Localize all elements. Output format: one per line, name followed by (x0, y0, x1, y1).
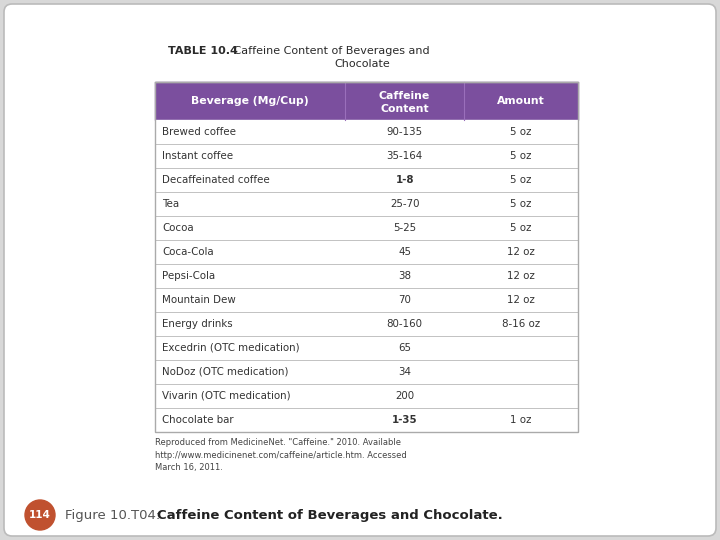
Bar (155, 384, 578, 408)
Text: 90-135: 90-135 (387, 127, 423, 137)
Text: Energy drinks: Energy drinks (162, 319, 233, 329)
Text: TABLE 10.4: TABLE 10.4 (168, 46, 238, 56)
Text: Coca-Cola: Coca-Cola (162, 247, 214, 257)
Text: 12 oz: 12 oz (507, 247, 535, 257)
FancyBboxPatch shape (4, 4, 716, 536)
Text: Reproduced from MedicineNet. "Caffeine." 2010. Available
http://www.medicinenet.: Reproduced from MedicineNet. "Caffeine."… (155, 438, 407, 472)
Text: 65: 65 (398, 343, 411, 353)
Text: 38: 38 (398, 271, 411, 281)
Text: 25-70: 25-70 (390, 199, 419, 209)
Text: Vivarin (OTC medication): Vivarin (OTC medication) (162, 391, 291, 401)
Bar (155, 240, 578, 264)
Bar (155, 82, 578, 120)
Text: Tea: Tea (162, 199, 179, 209)
Bar (155, 408, 578, 432)
Bar (155, 120, 578, 144)
Bar (155, 264, 578, 288)
Text: 114: 114 (29, 510, 51, 520)
Text: Chocolate bar: Chocolate bar (162, 415, 233, 425)
Text: 12 oz: 12 oz (507, 271, 535, 281)
Bar (155, 168, 578, 192)
Text: 5 oz: 5 oz (510, 127, 531, 137)
Text: 200: 200 (395, 391, 414, 401)
Circle shape (25, 500, 55, 530)
Text: Beverage (Mg/Cup): Beverage (Mg/Cup) (192, 96, 309, 106)
Text: 34: 34 (398, 367, 411, 377)
Text: 8-16 oz: 8-16 oz (502, 319, 540, 329)
Text: Excedrin (OTC medication): Excedrin (OTC medication) (162, 343, 300, 353)
Bar (155, 216, 578, 240)
Text: NoDoz (OTC medication): NoDoz (OTC medication) (162, 367, 289, 377)
Text: 80-160: 80-160 (387, 319, 423, 329)
Text: Caffeine Content of Beverages and: Caffeine Content of Beverages and (230, 46, 430, 56)
Text: Chocolate: Chocolate (334, 59, 390, 69)
Bar (155, 144, 578, 168)
Text: 70: 70 (398, 295, 411, 305)
Text: 1-35: 1-35 (392, 415, 418, 425)
Text: 5 oz: 5 oz (510, 151, 531, 161)
Text: 5 oz: 5 oz (510, 199, 531, 209)
Text: Mountain Dew: Mountain Dew (162, 295, 235, 305)
Text: Caffeine Content of Beverages and Chocolate.: Caffeine Content of Beverages and Chocol… (157, 509, 503, 522)
Text: 5 oz: 5 oz (510, 175, 531, 185)
Text: Cocoa: Cocoa (162, 223, 194, 233)
Text: Caffeine: Caffeine (379, 91, 430, 101)
Bar (155, 336, 578, 360)
Bar (155, 312, 578, 336)
Text: Brewed coffee: Brewed coffee (162, 127, 236, 137)
Text: Pepsi-Cola: Pepsi-Cola (162, 271, 215, 281)
Text: Amount: Amount (497, 96, 545, 106)
Bar (155, 360, 578, 384)
Bar (155, 82, 578, 432)
Text: 5 oz: 5 oz (510, 223, 531, 233)
Bar (155, 192, 578, 216)
Text: 5-25: 5-25 (393, 223, 416, 233)
Bar (155, 288, 578, 312)
Text: Decaffeinated coffee: Decaffeinated coffee (162, 175, 270, 185)
Text: Content: Content (380, 104, 429, 114)
Text: 1 oz: 1 oz (510, 415, 531, 425)
Text: Figure 10.T04:: Figure 10.T04: (65, 509, 164, 522)
Text: Instant coffee: Instant coffee (162, 151, 233, 161)
Text: 1-8: 1-8 (395, 175, 414, 185)
Text: 35-164: 35-164 (387, 151, 423, 161)
Text: 12 oz: 12 oz (507, 295, 535, 305)
Text: 45: 45 (398, 247, 411, 257)
